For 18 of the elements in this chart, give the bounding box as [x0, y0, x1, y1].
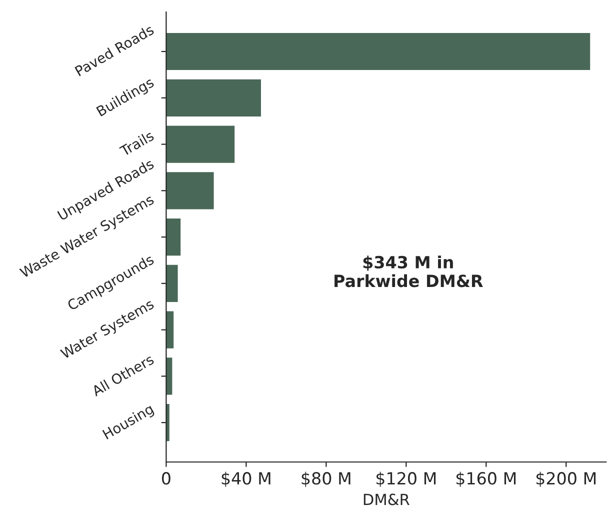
- bar: [166, 264, 178, 302]
- y-tick-label: Trails: [118, 130, 155, 157]
- bar: [166, 79, 261, 116]
- x-tick-label: $120 M: [376, 472, 436, 487]
- bar: [166, 32, 590, 70]
- x-tick-label: $40 M: [222, 472, 270, 487]
- x-tick-label: $200 M: [536, 472, 596, 487]
- bar: [166, 311, 174, 348]
- bar: [166, 404, 170, 442]
- x-tick-label: $160 M: [456, 472, 516, 487]
- x-axis-title: DM&R: [364, 494, 410, 506]
- bar: [166, 172, 214, 210]
- x-tick-label: 0: [162, 472, 170, 485]
- x-tick-label: $80 M: [302, 472, 350, 487]
- bar: [166, 218, 181, 256]
- annotation: $343 M in Parkwide DM&R: [334, 256, 483, 288]
- bar: [166, 126, 235, 163]
- bar: [166, 358, 172, 395]
